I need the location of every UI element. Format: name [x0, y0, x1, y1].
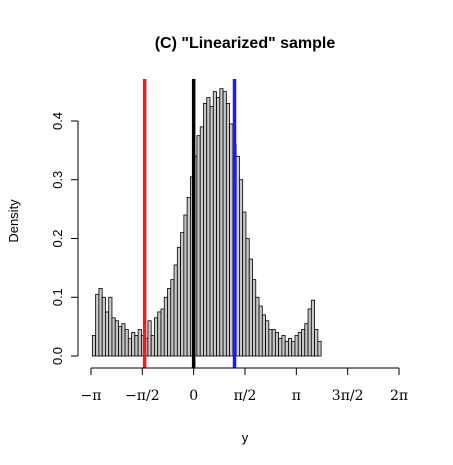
- x-tick-label: 3π/2: [332, 388, 364, 404]
- reference-lines: [142, 79, 237, 368]
- histogram-bar: [131, 332, 136, 357]
- histogram-bar: [304, 323, 309, 357]
- histogram-bar: [167, 288, 172, 357]
- y-tick-label: 0.0: [50, 347, 65, 365]
- chart-title: (C) "Linearized" sample: [155, 35, 336, 52]
- histogram-bar: [268, 329, 273, 357]
- histogram-bar: [147, 320, 152, 357]
- histogram-bar: [212, 91, 217, 357]
- histogram-bar: [297, 332, 302, 357]
- histogram-bar: [216, 97, 221, 357]
- x-tick-label: π: [292, 388, 301, 404]
- histogram-bar: [170, 279, 175, 357]
- histogram-bar: [225, 102, 231, 357]
- histogram-bar: [255, 296, 260, 357]
- histogram-bar: [180, 232, 185, 357]
- x-tick-label: 0: [189, 388, 198, 404]
- histogram-bar: [261, 314, 266, 357]
- histogram-bar: [157, 311, 162, 357]
- histogram-bar: [199, 126, 204, 357]
- histogram-bar: [242, 211, 247, 357]
- histogram-bar: [239, 179, 244, 357]
- histogram-bar: [118, 326, 123, 357]
- histogram-bar: [314, 329, 319, 357]
- histogram-bar: [124, 329, 129, 357]
- histogram-bar: [137, 329, 142, 357]
- histogram-bar: [105, 311, 110, 357]
- y-tick-label: 0.1: [50, 288, 65, 306]
- histogram-bar: [114, 320, 119, 357]
- histogram-bar: [173, 264, 178, 357]
- histogram-bar: [203, 102, 208, 357]
- histogram-bar: [288, 337, 293, 357]
- histogram-bar: [310, 299, 315, 357]
- histogram-bar: [252, 279, 257, 357]
- histogram-bar: [317, 340, 322, 357]
- histogram-bar: [95, 293, 100, 357]
- histogram-bar: [160, 308, 165, 357]
- histogram-bar: [196, 135, 201, 357]
- histogram-bar: [186, 196, 191, 357]
- histogram-bar: [274, 332, 280, 357]
- histogram-bar: [291, 340, 296, 357]
- histogram-bar: [108, 296, 113, 357]
- histogram-bar: [150, 335, 155, 357]
- y-tick-label: 0.2: [50, 229, 65, 247]
- histogram-bar: [111, 317, 116, 357]
- histogram-bar: [284, 340, 289, 357]
- histogram-bar: [121, 323, 126, 357]
- x-tick-label: −π/2: [125, 388, 160, 404]
- x-tick-label: 2π: [390, 388, 408, 404]
- histogram-bar: [307, 308, 312, 357]
- histogram-bar: [154, 317, 159, 357]
- histogram-bar: [229, 123, 234, 357]
- y-tick-label: 0.3: [50, 171, 65, 189]
- histogram-bar: [163, 296, 168, 357]
- histogram-bar: [245, 238, 250, 357]
- histogram-bar: [101, 296, 106, 357]
- histogram-bar: [127, 337, 132, 357]
- y-tick-label: 0.4: [50, 112, 65, 130]
- histogram-bar: [271, 329, 276, 357]
- x-tick-label: −π: [81, 388, 102, 404]
- y-axis-label: Density: [6, 199, 21, 243]
- x-axis: −π −π/2 0 π/2 π 3π/2 2π: [81, 367, 408, 404]
- histogram-bar: [176, 246, 181, 357]
- y-axis: 0.0 0.1 0.2 0.3 0.4: [50, 112, 79, 365]
- histogram-bar: [219, 88, 224, 357]
- histogram-bar: [91, 335, 97, 357]
- histogram-bar: [248, 258, 253, 357]
- histogram-bar: [206, 97, 211, 357]
- histogram-bar: [278, 337, 283, 357]
- histogram-bar: [258, 305, 263, 357]
- histogram-bar: [183, 214, 188, 357]
- histogram-bar: [98, 288, 103, 357]
- x-tick-label: π/2: [234, 388, 257, 404]
- histogram-bar: [222, 91, 227, 357]
- histogram-bar: [209, 105, 214, 357]
- x-axis-label: y: [242, 430, 249, 445]
- histogram-bar: [294, 335, 299, 357]
- histogram-bar: [235, 155, 240, 357]
- histogram-bar: [281, 335, 286, 357]
- histogram-bar: [265, 320, 270, 357]
- histogram-bar: [134, 335, 139, 357]
- histogram-bars: [91, 88, 322, 357]
- histogram-bar: [301, 329, 306, 357]
